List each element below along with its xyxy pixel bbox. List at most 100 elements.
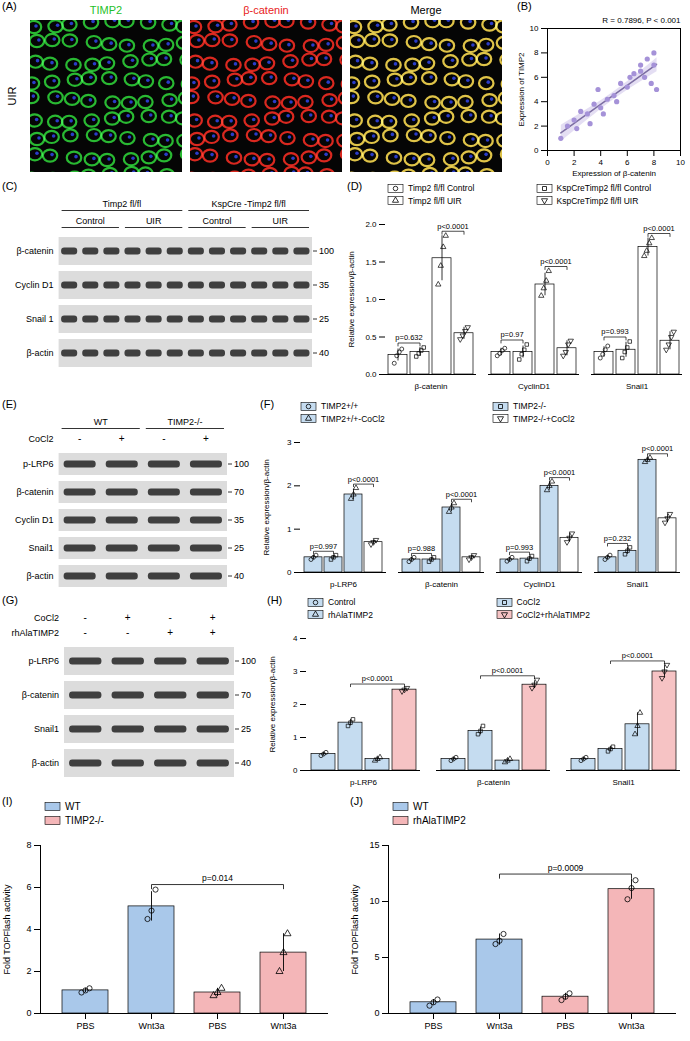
svg-text:p<0.0001: p<0.0001: [643, 224, 675, 233]
svg-text:+: +: [119, 433, 125, 444]
svg-text:15: 15: [369, 840, 379, 850]
svg-text:+: +: [210, 612, 216, 623]
svg-text:β-catenin: β-catenin: [22, 690, 59, 700]
svg-text:p-LRP6: p-LRP6: [23, 459, 54, 469]
svg-text:+: +: [203, 433, 209, 444]
svg-text:2: 2: [572, 158, 577, 167]
svg-text:Snail 1: Snail 1: [26, 314, 54, 324]
svg-text:β-catenin: β-catenin: [425, 580, 458, 589]
svg-text:0.0: 0.0: [365, 370, 377, 379]
svg-text:p<0.0001: p<0.0001: [362, 674, 394, 683]
svg-text:-: -: [162, 433, 165, 444]
svg-text:Snail1: Snail1: [626, 382, 649, 391]
svg-text:p-LRP6: p-LRP6: [350, 778, 378, 787]
svg-text:Cyclin D1: Cyclin D1: [15, 280, 54, 290]
svg-text:β-catenin: β-catenin: [16, 246, 53, 256]
svg-text:Wnt3a: Wnt3a: [486, 1021, 512, 1031]
svg-text:1.5: 1.5: [365, 258, 377, 267]
svg-text:β-actin: β-actin: [26, 571, 53, 581]
svg-text:KspCre -Timp2 fl/fl: KspCre -Timp2 fl/fl: [212, 199, 286, 209]
svg-text:2: 2: [287, 481, 292, 490]
svg-text:40: 40: [234, 571, 244, 581]
svg-text:PBS: PBS: [556, 1021, 574, 1031]
svg-text:25: 25: [319, 314, 329, 324]
svg-text:β-catenin: β-catenin: [414, 382, 447, 391]
svg-text:6: 6: [534, 73, 539, 82]
svg-text:Merge: Merge: [410, 4, 441, 16]
svg-text:0: 0: [293, 766, 298, 775]
svg-text:10: 10: [530, 24, 539, 33]
svg-text:β-catenin: β-catenin: [243, 4, 288, 16]
svg-text:10: 10: [676, 158, 685, 167]
svg-text:6: 6: [26, 882, 31, 892]
svg-text:CoCl2: CoCl2: [34, 613, 59, 623]
svg-text:8: 8: [534, 48, 539, 57]
svg-text:1: 1: [293, 733, 298, 742]
svg-text:10: 10: [369, 896, 379, 906]
svg-text:PBS: PBS: [424, 1021, 442, 1031]
svg-text:40: 40: [241, 758, 251, 768]
svg-text:UIR: UIR: [146, 216, 162, 226]
svg-text:Control: Control: [202, 216, 231, 226]
svg-text:Snail1: Snail1: [626, 580, 649, 589]
svg-text:WT: WT: [94, 417, 108, 427]
svg-text:25: 25: [241, 724, 251, 734]
svg-text:rhAlaTIMP2: rhAlaTIMP2: [11, 628, 59, 638]
svg-text:Fold TOPFlash activity: Fold TOPFlash activity: [2, 884, 12, 975]
svg-text:4: 4: [26, 924, 31, 934]
svg-text:3: 3: [293, 667, 298, 676]
svg-text:1.0: 1.0: [365, 295, 377, 304]
svg-text:25: 25: [234, 543, 244, 553]
svg-text:-: -: [78, 433, 81, 444]
svg-text:2: 2: [534, 122, 539, 131]
svg-text:-: -: [84, 612, 87, 623]
svg-text:100: 100: [234, 459, 249, 469]
svg-text:70: 70: [241, 690, 251, 700]
svg-text:CoCl2: CoCl2: [29, 434, 54, 444]
svg-text:100: 100: [241, 656, 256, 666]
svg-text:p<0.0001: p<0.0001: [446, 490, 478, 499]
svg-text:Expression of β-catenin: Expression of β-catenin: [572, 169, 656, 178]
svg-text:Fold TOPFlash activity: Fold TOPFlash activity: [350, 884, 360, 975]
svg-text:p-LRP6: p-LRP6: [28, 656, 59, 666]
svg-text:+: +: [210, 627, 216, 638]
svg-text:0: 0: [287, 568, 292, 577]
svg-text:2.0: 2.0: [365, 220, 377, 229]
svg-text:Timp2 fl/fl: Timp2 fl/fl: [103, 199, 142, 209]
svg-text:p=0.0009: p=0.0009: [548, 863, 584, 873]
svg-text:β-actin: β-actin: [32, 758, 59, 768]
svg-text:PBS: PBS: [76, 1021, 94, 1031]
svg-text:p=0.988: p=0.988: [408, 544, 435, 553]
svg-text:70: 70: [234, 487, 244, 497]
svg-text:p=0.232: p=0.232: [604, 534, 631, 543]
svg-text:p<0.0001: p<0.0001: [544, 468, 576, 477]
svg-text:Relative expression/β-actin: Relative expression/β-actin: [262, 459, 271, 555]
svg-text:Control: Control: [76, 216, 105, 226]
svg-text:1: 1: [287, 525, 292, 534]
svg-text:0: 0: [545, 158, 550, 167]
svg-text:0: 0: [374, 1008, 379, 1018]
svg-text:β-catenin: β-catenin: [477, 778, 510, 787]
svg-text:TIMP2-/-: TIMP2-/-: [167, 417, 202, 427]
svg-text:β-catenin: β-catenin: [16, 487, 53, 497]
svg-text:p<0.0001: p<0.0001: [348, 475, 380, 484]
svg-text:2: 2: [293, 700, 298, 709]
svg-text:-: -: [126, 627, 129, 638]
svg-text:Expression of TIMP2: Expression of TIMP2: [517, 52, 526, 127]
svg-text:R = 0.7896, P < 0.001: R = 0.7896, P < 0.001: [602, 16, 681, 25]
svg-text:UIR: UIR: [273, 216, 289, 226]
svg-text:40: 40: [319, 348, 329, 358]
svg-text:p<0.0001: p<0.0001: [540, 257, 572, 266]
svg-text:+: +: [125, 612, 131, 623]
svg-text:-: -: [169, 612, 172, 623]
svg-text:p=0.997: p=0.997: [310, 542, 337, 551]
svg-text:TIMP2: TIMP2: [90, 4, 122, 16]
svg-text:PBS: PBS: [208, 1021, 226, 1031]
svg-text:3: 3: [287, 438, 292, 447]
svg-text:Relative expression/β-actin: Relative expression/β-actin: [268, 656, 277, 752]
svg-text:p=0.993: p=0.993: [506, 543, 533, 552]
svg-text:5: 5: [374, 952, 379, 962]
svg-text:+: +: [167, 627, 173, 638]
svg-text:Snail1: Snail1: [34, 724, 59, 734]
svg-text:p-LRP6: p-LRP6: [330, 580, 358, 589]
